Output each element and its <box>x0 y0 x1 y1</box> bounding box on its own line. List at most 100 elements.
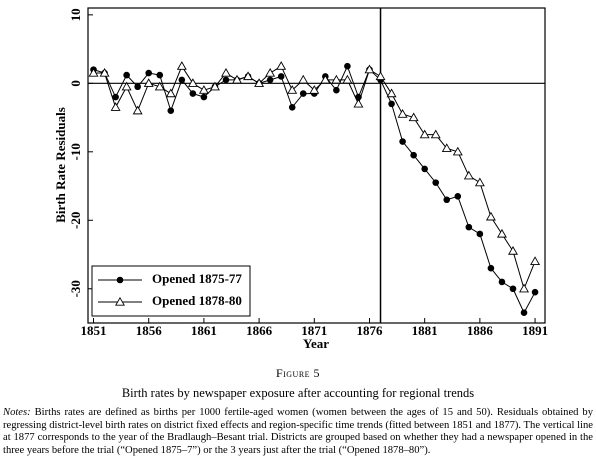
x-tick-label: 1861 <box>191 323 217 338</box>
point <box>121 81 132 91</box>
plot-frame <box>87 7 546 324</box>
point <box>452 146 463 156</box>
point <box>476 230 484 238</box>
point <box>287 85 298 94</box>
point <box>209 81 220 91</box>
legend-label: Opened 1875-77 <box>152 271 242 286</box>
point <box>441 143 452 152</box>
point <box>154 81 165 91</box>
point <box>110 102 121 111</box>
point <box>254 78 265 87</box>
legend-box <box>91 265 251 317</box>
point <box>474 177 485 187</box>
point <box>299 90 307 97</box>
point <box>344 62 351 70</box>
point <box>463 170 474 180</box>
x-tick-label: 1881 <box>412 323 438 338</box>
point <box>388 100 395 108</box>
point <box>189 90 197 97</box>
y-tick-label: -30 <box>68 280 83 297</box>
point <box>123 71 130 79</box>
point <box>165 88 176 98</box>
point <box>399 138 406 145</box>
point <box>288 103 296 111</box>
x-tick-label: 1851 <box>81 323 107 338</box>
point <box>509 285 517 293</box>
point <box>132 105 143 115</box>
point <box>333 86 340 94</box>
point <box>485 211 496 221</box>
point <box>176 61 187 70</box>
point <box>496 228 507 238</box>
point <box>277 73 285 80</box>
point <box>298 74 309 84</box>
point <box>397 109 408 118</box>
point <box>353 98 364 108</box>
point <box>508 245 518 255</box>
point <box>386 88 397 98</box>
point <box>342 74 353 84</box>
point <box>454 193 462 200</box>
point <box>408 112 419 122</box>
point <box>112 93 119 101</box>
y-tick-label: 10 <box>68 8 83 21</box>
figure-title: Birth rates by newspaper exposure after … <box>121 386 475 400</box>
point <box>419 129 430 139</box>
point <box>309 85 320 94</box>
legend-marker <box>116 276 124 284</box>
point <box>265 67 276 77</box>
x-tick-label: 1871 <box>301 323 327 338</box>
point <box>88 67 99 77</box>
y-tick-label: 0 <box>68 80 83 87</box>
point <box>331 74 342 84</box>
point <box>432 179 440 186</box>
x-tick-label: 1856 <box>136 323 163 338</box>
point <box>232 74 242 84</box>
y-tick-label: -20 <box>68 212 83 229</box>
point <box>134 83 141 91</box>
point <box>156 71 164 79</box>
notes: Notes: Births rates are defined as birth… <box>3 407 593 457</box>
point <box>200 93 208 101</box>
figure-number: Figure 5 <box>275 366 321 380</box>
point <box>198 85 209 94</box>
y-tick-label: -10 <box>68 143 83 160</box>
point <box>364 64 375 74</box>
x-tick-label: 1886 <box>467 323 494 338</box>
point <box>320 74 331 84</box>
point <box>375 71 386 81</box>
x-tick-label: 1891 <box>522 323 548 338</box>
point <box>99 67 110 77</box>
point <box>487 264 495 272</box>
point <box>443 196 451 204</box>
point <box>410 151 417 159</box>
x-axis-label: Year <box>303 336 329 351</box>
point <box>145 69 153 77</box>
caption: Figure 5 Birth rates by newspaper exposu… <box>0 366 596 457</box>
point <box>221 67 231 77</box>
point <box>187 78 198 87</box>
point <box>421 165 428 173</box>
point <box>498 278 506 286</box>
notes-label: Notes: <box>3 407 31 418</box>
point <box>430 129 441 139</box>
point <box>243 71 254 81</box>
point <box>143 78 154 87</box>
point <box>531 288 539 296</box>
legend-marker <box>115 296 125 306</box>
point <box>520 309 528 317</box>
point <box>465 223 473 231</box>
point <box>276 61 287 70</box>
notes-text: Births rates are defined as births per 1… <box>3 407 593 456</box>
point <box>519 283 530 293</box>
x-tick-label: 1876 <box>356 323 383 338</box>
point <box>222 76 230 84</box>
point <box>167 107 175 115</box>
point <box>178 76 186 84</box>
x-tick-label: 1866 <box>246 323 273 338</box>
legend-label: Opened 1878-80 <box>152 293 242 308</box>
chart: Birth Rate Residuals Year 10 0 -10 -20 -30 18… <box>53 7 548 351</box>
y-axis-label: Birth Rate Residuals <box>53 107 68 223</box>
point <box>266 76 274 84</box>
